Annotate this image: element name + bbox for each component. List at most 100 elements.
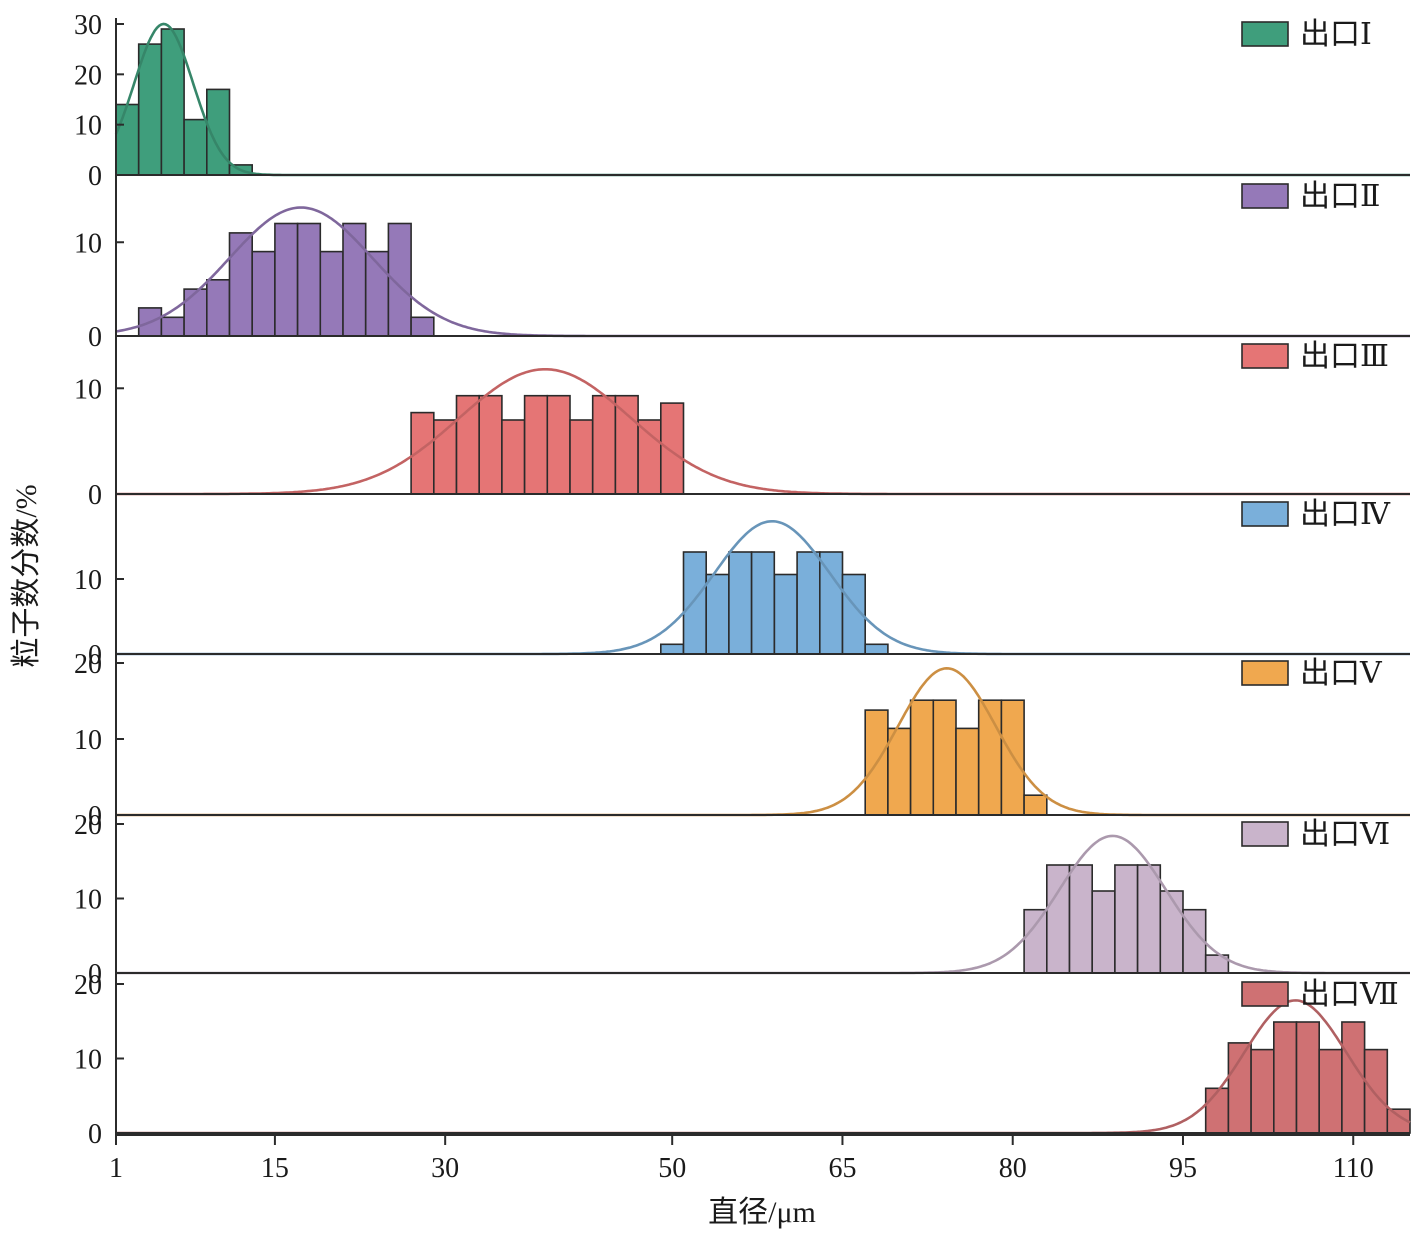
x-axis-title: 直径/μm — [708, 1196, 816, 1229]
histogram-bar — [478, 394, 503, 495]
histogram-bar — [1341, 1021, 1366, 1134]
legend-label: 出口Ⅲ — [1300, 340, 1389, 373]
y-tick-label: 0 — [88, 1119, 102, 1150]
x-tick-label: 15 — [261, 1153, 289, 1184]
histogram-bar — [1204, 1087, 1230, 1134]
histogram-bar — [1318, 1048, 1343, 1134]
legend-label: 出口Ⅵ — [1300, 818, 1390, 851]
y-tick-label: 10 — [74, 111, 102, 142]
histogram-bar — [1295, 1021, 1321, 1134]
panel-7 — [116, 999, 1411, 1135]
panel-2 — [115, 206, 1410, 338]
y-tick-label: 0 — [88, 959, 102, 990]
histogram-bar — [160, 316, 185, 337]
legend-swatch — [1241, 821, 1289, 847]
histogram-bar — [591, 394, 617, 495]
y-tick-label: 10 — [74, 725, 102, 756]
legend-swatch — [1241, 183, 1289, 209]
histogram-bar — [1023, 794, 1048, 816]
x-tick-label: 1 — [109, 1153, 123, 1184]
y-tick-label: 0 — [88, 640, 102, 671]
histogram-bar — [1068, 864, 1094, 974]
histogram-bar — [659, 402, 685, 495]
legend-label: 出口Ⅰ — [1300, 18, 1372, 51]
y-tick-label: 30 — [74, 10, 102, 41]
histogram-bar — [728, 551, 753, 655]
histogram-bar — [410, 316, 435, 337]
histogram-bar — [160, 28, 185, 176]
x-tick-label: 80 — [999, 1153, 1027, 1184]
x-tick-label: 95 — [1169, 1153, 1197, 1184]
histogram-bar — [251, 250, 276, 337]
y-tick-label: 20 — [74, 649, 102, 680]
histogram-bar — [1363, 1048, 1389, 1134]
histogram-bar — [818, 551, 844, 655]
x-tick-label: 110 — [1333, 1153, 1374, 1184]
histogram-bar — [228, 232, 254, 337]
y-tick-label: 0 — [88, 480, 102, 511]
histogram-bar — [682, 551, 708, 655]
histogram-bar — [955, 727, 980, 816]
histogram-bar — [296, 222, 322, 337]
histogram-bar — [1273, 1021, 1298, 1134]
y-tick-label: 10 — [74, 565, 102, 596]
legend-swatch — [1241, 343, 1289, 369]
y-tick-label: 10 — [74, 1045, 102, 1076]
histogram-bar — [569, 419, 594, 495]
histogram-bar — [1227, 1042, 1252, 1134]
x-tick-label: 65 — [828, 1153, 856, 1184]
panel-4 — [116, 520, 1410, 656]
histogram-bar — [1023, 908, 1048, 974]
panel-3 — [116, 368, 1410, 496]
y-tick-label: 10 — [74, 228, 102, 259]
histogram-bar — [796, 551, 821, 655]
x-tick-label: 30 — [431, 1153, 459, 1184]
plot-area — [114, 22, 1411, 1135]
histogram-bar — [637, 419, 662, 495]
histogram-bar — [206, 278, 231, 337]
legend-label: 出口Ⅳ — [1300, 498, 1391, 531]
histogram-bar — [137, 43, 163, 176]
histogram-bar — [1136, 864, 1162, 974]
histogram-bar — [501, 419, 526, 495]
y-axis-title: 粒子数分数/% — [10, 484, 43, 667]
fit-curve — [116, 368, 1410, 496]
histogram-bar — [614, 394, 639, 495]
histogram-bar — [523, 394, 549, 495]
legend-label: 出口Ⅶ — [1300, 978, 1399, 1011]
histogram-bar — [183, 288, 208, 337]
histogram-bar — [1250, 1048, 1275, 1134]
histogram-bar — [319, 250, 344, 337]
y-tick-label: 0 — [88, 322, 102, 353]
y-tick-label: 10 — [74, 374, 102, 405]
fit-curve — [114, 22, 1410, 177]
fit-curve — [116, 834, 1410, 975]
y-tick-label: 20 — [74, 60, 102, 91]
histogram-bar — [1159, 890, 1184, 974]
histogram-bar — [274, 222, 299, 337]
histogram-bar — [183, 118, 208, 176]
histogram-bar — [546, 394, 571, 495]
y-tick-label: 20 — [74, 810, 102, 841]
histogram-bar — [115, 103, 140, 176]
histogram-bar — [773, 573, 798, 655]
histogram-bar — [887, 727, 912, 816]
histogram-bar — [750, 551, 776, 655]
legend-label: 出口Ⅴ — [1300, 657, 1383, 690]
panel-6 — [116, 834, 1410, 975]
legend-swatch — [1241, 981, 1289, 1007]
y-tick-label: 20 — [74, 970, 102, 1001]
legend-swatch — [1241, 501, 1289, 527]
y-tick-label: 0 — [88, 161, 102, 192]
legend-swatch — [1241, 21, 1289, 47]
histogram-bar — [1091, 890, 1116, 974]
histogram-bar — [864, 643, 889, 655]
y-tick-label: 10 — [74, 885, 102, 916]
histogram-bar — [909, 699, 935, 816]
histogram-bar — [1114, 864, 1139, 974]
y-tick-label: 0 — [88, 801, 102, 832]
histogram-bar — [705, 573, 730, 655]
panel-1 — [114, 22, 1410, 177]
